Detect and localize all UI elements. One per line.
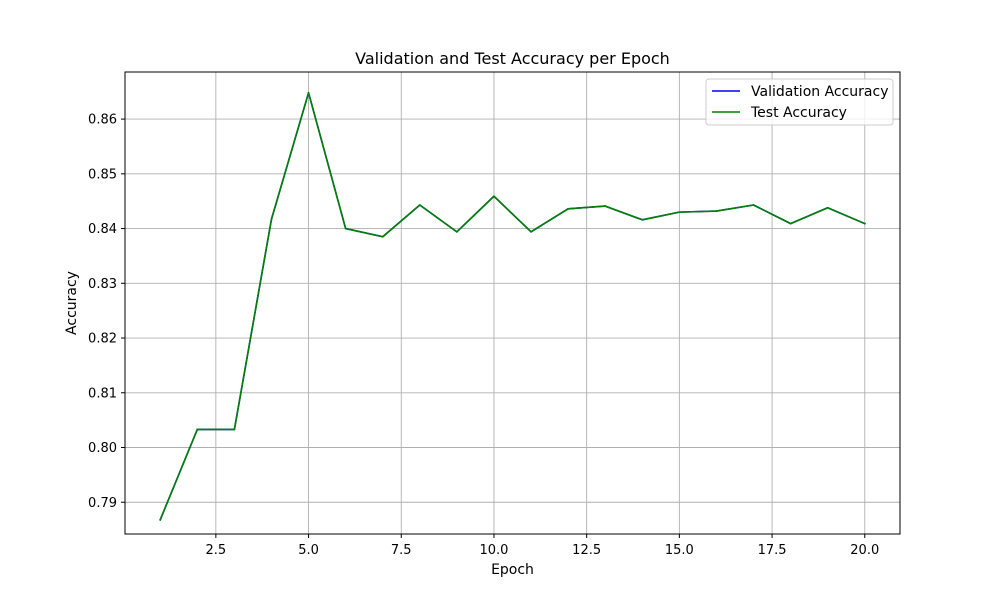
test-accuracy-point <box>530 231 532 233</box>
x-tick-label: 12.5 <box>572 543 601 558</box>
test-accuracy-point <box>233 428 236 431</box>
y-tick-label: 0.79 <box>88 496 117 511</box>
x-tick-label: 10.0 <box>479 543 508 558</box>
y-axis-title: Accuracy <box>64 271 80 335</box>
y-tick-label: 0.81 <box>88 386 117 401</box>
test-accuracy-point <box>604 205 607 207</box>
x-tick-label: 17.5 <box>758 543 787 558</box>
test-accuracy-point <box>456 231 458 233</box>
chart-title: Validation and Test Accuracy per Epoch <box>355 49 670 68</box>
plot-frame <box>124 71 901 535</box>
test-accuracy-point <box>715 210 718 212</box>
ticks-layer: 2.5 5.0 7.5 10.0 12.5 15.0 17.5 20.0 0.79 0.80 0.8… <box>88 113 879 558</box>
y-tick-label: 0.85 <box>88 167 117 182</box>
x-tick-label: 2.5 <box>206 543 227 558</box>
test-accuracy-point <box>159 518 162 521</box>
test-accuracy-point <box>196 428 199 431</box>
y-tick-label: 0.86 <box>88 113 117 128</box>
test-accuracy-point <box>270 218 273 221</box>
test-accuracy-point <box>789 222 792 225</box>
series-layer <box>159 92 866 521</box>
x-tick-label: 15.0 <box>665 543 694 558</box>
test-accuracy-point <box>307 92 310 94</box>
test-accuracy-point <box>641 218 644 221</box>
x-axis-title: Epoch <box>491 562 534 578</box>
test-accuracy-point <box>344 227 347 230</box>
test-accuracy-point <box>863 222 866 225</box>
validation-accuracy-legend-label: Validation Accuracy <box>751 84 889 100</box>
y-tick-label: 0.83 <box>88 277 117 292</box>
test-accuracy-point <box>678 211 681 213</box>
x-tick-label: 5.0 <box>298 543 319 558</box>
test-accuracy-point <box>381 235 384 238</box>
y-tick-label: 0.82 <box>88 332 117 347</box>
test-accuracy-legend-label: Test Accuracy <box>750 105 847 121</box>
y-tick-label: 0.84 <box>88 222 117 237</box>
test-accuracy-point <box>826 206 829 209</box>
x-tick-label: 7.5 <box>391 543 412 558</box>
test-accuracy-point <box>567 208 569 210</box>
legend-box <box>705 78 894 126</box>
grid-layer <box>125 72 900 534</box>
legend: Validation Accuracy Test Accuracy <box>705 78 894 126</box>
y-tick-label: 0.80 <box>88 441 117 456</box>
test-accuracy-point <box>752 204 755 206</box>
test-accuracy-point <box>418 204 421 206</box>
test-accuracy-point <box>493 195 495 198</box>
x-tick-label: 20.0 <box>850 543 879 558</box>
test-accuracy-line <box>159 92 866 521</box>
